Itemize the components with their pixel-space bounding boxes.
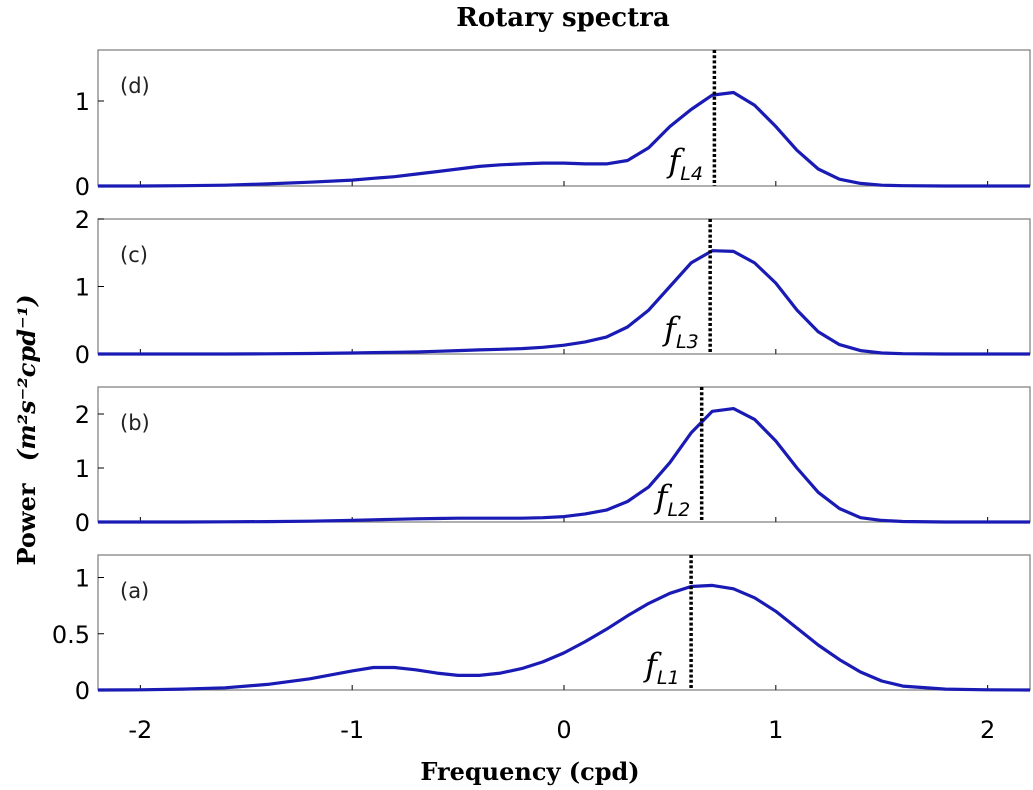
spectrum-line-d: [98, 90, 1030, 188]
panel-label: (a): [120, 579, 149, 603]
spectrum-line-a: [97, 583, 1031, 692]
panel-frame-d: [97, 49, 1031, 187]
panel-frame-c: [97, 218, 1031, 355]
marker-label-c: fL3: [662, 310, 699, 353]
panel-c: 0 1 2 (c) fL3: [75, 206, 1031, 369]
y-axis-label-units: (m²s⁻²cpd⁻¹): [12, 294, 41, 461]
xtick-label: 1: [768, 716, 783, 744]
panel-label: (b): [120, 411, 150, 435]
ytick-label: 0: [75, 173, 90, 201]
x-axis-label: Frequency (cpd): [420, 757, 639, 786]
panel-label: (d): [120, 74, 150, 98]
panel-d: 01(d)fL4: [75, 49, 1031, 201]
panel-frame-b: [97, 386, 1031, 523]
marker-subscript: L2: [668, 499, 691, 521]
xtick-label: -1: [340, 716, 364, 744]
ytick-label: 0: [75, 509, 90, 537]
ytick-label: 1: [75, 274, 90, 302]
ytick-label: 1: [75, 565, 90, 593]
spectrum-line-c: [98, 249, 1030, 356]
ytick-label: 0: [75, 341, 90, 369]
xtick-label: 0: [556, 716, 571, 744]
panel-frame-a: [97, 554, 1031, 691]
ytick-label: 2: [75, 206, 90, 234]
panel-label: (c): [120, 243, 148, 267]
panel-a: 00.51 (a)fL1: [52, 554, 1031, 705]
ytick-label: 1: [75, 455, 90, 483]
ytick-label: 1: [75, 88, 90, 116]
ytick-label: 2: [75, 401, 90, 429]
chart-title: Rotary spectra: [456, 3, 670, 33]
y-axis-label: Power (m²s⁻²cpd⁻¹): [12, 294, 41, 565]
xtick-label: 2: [980, 716, 995, 744]
marker-subscript: L3: [676, 331, 699, 353]
marker-subscript: L1: [657, 667, 680, 689]
ytick-label: 0.5: [52, 621, 90, 649]
panel-b: 012 (b)fL2: [75, 386, 1031, 537]
spectrum-line-b: [98, 407, 1030, 524]
marker-subscript: L4: [680, 163, 703, 185]
y-axis-label-prefix: Power: [12, 483, 41, 565]
ytick-label: 0: [75, 677, 90, 705]
xtick-label: -2: [128, 716, 152, 744]
